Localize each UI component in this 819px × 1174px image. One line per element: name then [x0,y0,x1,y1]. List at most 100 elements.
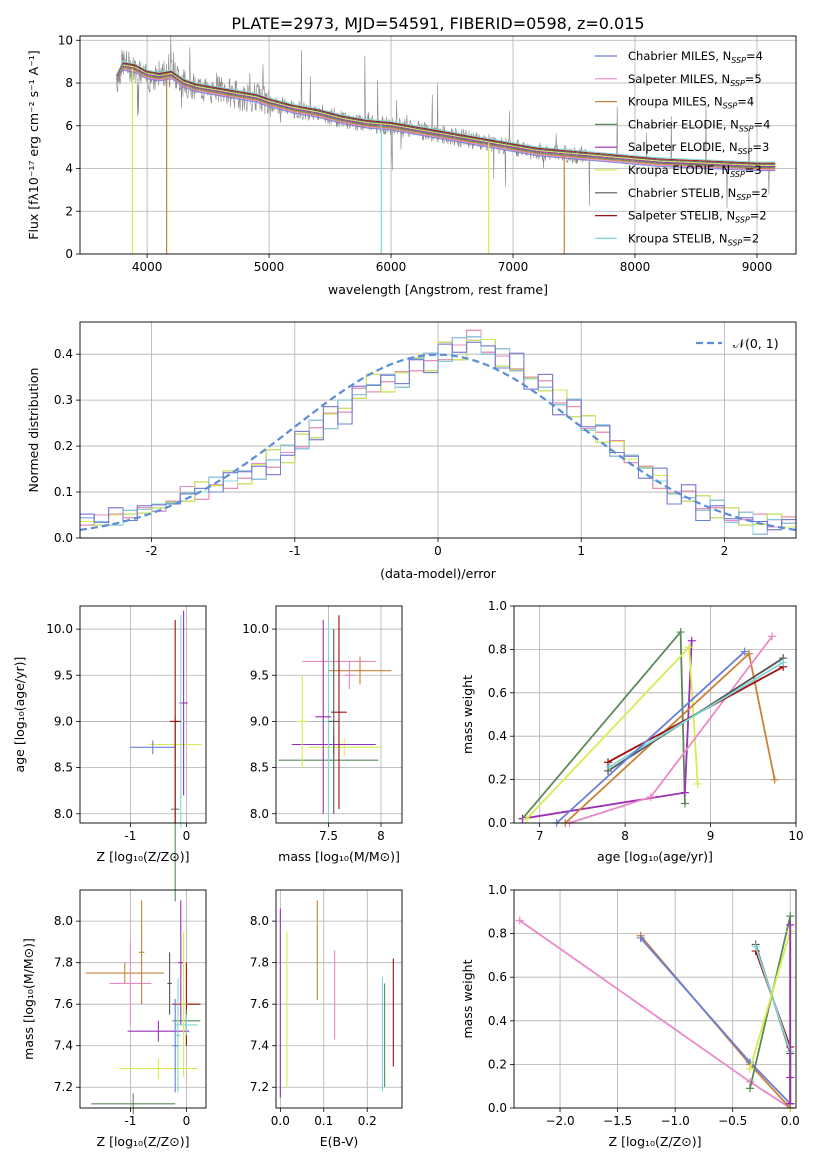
y-axis-label: mass [log₁₀(M/M⊙)] [21,938,36,1060]
weight-marker [786,1099,795,1108]
x-tick-label: 9000 [742,260,773,274]
x-axis-label: Z [log₁₀(Z/Z⊙)] [609,1134,702,1149]
y-tick-label: 8.5 [250,761,269,775]
plot-area [518,628,788,827]
y-tick-label: 4 [65,162,73,176]
y-tick-label: 7.2 [54,1080,73,1094]
y-tick-label: 0.0 [488,816,507,830]
x-tick-label: 1 [577,544,585,558]
axes-frame [79,321,797,539]
legend-entry: Kroupa ELODIE, NSSP=3 [628,163,762,179]
x-tick-label: 0 [183,1114,191,1128]
y-tick-label: 10.0 [242,622,269,636]
y-axis-label: Normed distribution [26,368,41,493]
weight-marker [522,814,531,823]
axes-frame [275,605,403,824]
weight-marker [687,636,696,645]
histogram-step [80,341,796,531]
y-tick-label: 8.5 [54,761,73,775]
y-tick-label: 0.8 [488,642,507,656]
model-line [116,64,776,166]
y-tick-label: 0.6 [488,686,507,700]
x-axis-label: wavelength [Angstrom, rest frame] [328,282,548,297]
y-tick-label: 9.5 [54,668,73,682]
y-tick-label: 0.6 [488,970,507,984]
gaussian-curve [79,353,797,531]
y-tick-label: 7.6 [54,997,73,1011]
y-tick-label: 0.4 [54,347,73,361]
y-tick-label: 0.0 [54,531,73,545]
x-axis-label: Z [log₁₀(Z/Z⊙)] [97,1134,190,1149]
panel-residuals: -2 -1 0 1 2 0.0 0.1 0.2 0.3 0.4 (data-model)/error… [26,321,797,581]
x-tick-label: 5000 [254,260,285,274]
weight-marker [605,762,614,771]
x-tick-label: -1 [124,829,136,843]
y-tick-label: 6 [65,119,73,133]
y-tick-label: 7.4 [54,1039,73,1053]
legend-entry: Kroupa MILES, NSSP=4 [628,95,754,111]
weight-line [754,950,792,1104]
axes-frame [513,605,797,824]
y-tick-label: 7.4 [250,1039,269,1053]
legend-entry: Chabrier ELODIE, NSSP=4 [628,117,770,133]
y-tick-label: 9.0 [250,714,269,728]
y-tick-label: 8.0 [250,807,269,821]
plot-area [130,610,202,902]
model-line [116,60,776,163]
x-tick-label: −0.5 [718,1114,747,1128]
panel-massweight-vs-age: 7 8 9 10 0.0 0.2 0.4 0.6 0.8 1.0 age [log₁₀(age/yr… [460,599,804,864]
weight-line [556,650,746,824]
y-tick-label: 7.8 [250,956,269,970]
weight-marker [636,933,645,942]
weight-marker [786,1073,795,1082]
panel-age-vs-mass: 7.5 8 8.0 8.5 9.0 9.5 10.0 mass [log₁₀(M/M⊙)] [242,605,403,864]
weight-marker [646,792,655,801]
panel-mass-vs-EBV: 0.0 0.1 0.2 7.2 7.4 7.6 7.8 8.0 E(B-V) [250,889,403,1149]
weight-marker [604,766,612,775]
x-tick-label: -2 [146,544,158,558]
weight-marker [680,788,689,797]
weight-line [754,944,792,1104]
x-axis-label: E(B-V) [320,1134,359,1149]
x-axis-label: (data-model)/error [380,566,497,581]
weight-marker [745,1064,754,1073]
x-tick-label: 0 [434,544,442,558]
y-tick-label: 10.0 [46,622,73,636]
axes-frame [275,889,403,1109]
y-axis-label: Flux [fλ10⁻¹⁷ erg cm⁻² s⁻¹ A⁻¹] [26,50,41,239]
plot-area [515,912,795,1112]
y-tick-label: 1.0 [488,599,507,613]
weight-marker [770,775,779,784]
x-tick-label: −1.0 [661,1114,690,1128]
x-tick-label: -1 [124,1114,136,1128]
y-tick-label: 0.2 [488,1057,507,1071]
y-axis-label: mass weight [460,959,475,1038]
x-tick-label: −2.0 [545,1114,574,1128]
plot-area [79,329,797,535]
y-tick-label: 7.8 [54,956,73,970]
y-tick-label: 2 [65,204,73,218]
weight-marker [786,920,795,929]
y-tick-label: 9.5 [250,668,269,682]
y-tick-label: 0.1 [54,485,73,499]
x-tick-label: 8 [621,829,629,843]
model-line [116,69,776,172]
model-line [116,65,776,167]
weight-marker [786,912,795,921]
y-tick-label: 8.0 [54,914,73,928]
x-tick-label: 10 [788,829,803,843]
legend-entry: Kroupa STELIB, NSSP=2 [628,231,759,247]
y-tick-label: 0.8 [488,927,507,941]
y-tick-label: 0.3 [54,393,73,407]
y-tick-label: 0 [65,247,73,261]
x-tick-label: 2 [721,544,729,558]
model-line [116,62,776,164]
weight-line [564,651,776,824]
legend-entry: Salpeter STELIB, NSSP=2 [628,209,767,225]
weight-marker [515,916,524,925]
weight-marker [676,628,685,637]
weight-line [521,629,686,820]
x-tick-label: 7000 [498,260,529,274]
x-tick-label: 0.0 [271,1114,290,1128]
axes-frame [513,889,797,1109]
